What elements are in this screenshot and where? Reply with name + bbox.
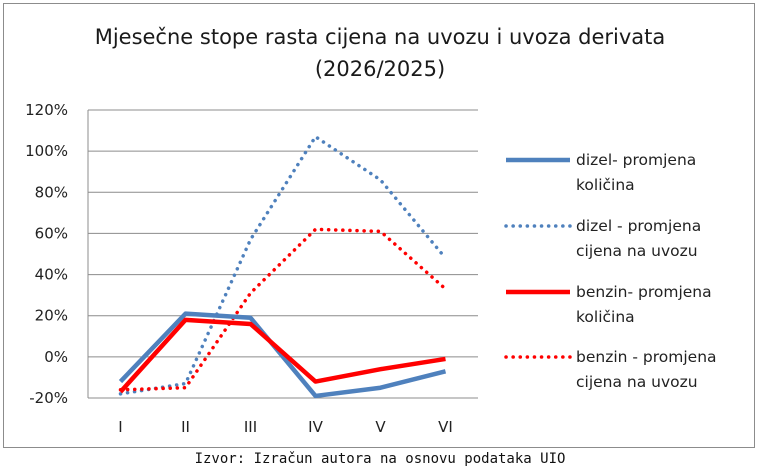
- y-axis-tick-labels: 120% 100% 80% 60% 40% 20% 0% -20%: [25, 101, 68, 407]
- y-tick-label: 20%: [35, 307, 68, 325]
- y-tick-label: 120%: [25, 101, 68, 119]
- x-tick-label: VI: [438, 418, 453, 436]
- legend-label-2-line-1: dizel - promjena: [576, 217, 701, 235]
- y-tick-label: 40%: [35, 266, 68, 284]
- x-tick-label: V: [375, 418, 386, 436]
- series-line-1: [118, 311, 447, 399]
- gridlines: [87, 109, 478, 399]
- y-tick-label: 100%: [25, 142, 68, 160]
- x-tick-label: III: [244, 418, 257, 436]
- legend-label-1-line-2: količina: [576, 176, 635, 194]
- chart-title-line-2: (2026/2025): [315, 57, 445, 81]
- legend: dizel- promjena količina dizel - promjena c…: [504, 151, 717, 391]
- x-tick-label: I: [118, 418, 122, 436]
- series-line-3: [118, 317, 446, 394]
- legend-label-2-line-2: cijena na uvozu: [576, 242, 698, 260]
- x-tick-label: IV: [308, 418, 323, 436]
- legend-label-4-line-2: cijena na uvozu: [576, 373, 698, 391]
- y-tick-label: 60%: [35, 224, 68, 242]
- series-lines: [118, 134, 448, 399]
- legend-label-4-line-1: benzin - promjena: [576, 348, 717, 366]
- x-tick-label: II: [181, 418, 190, 436]
- chart-title-line-1: Mjesečne stope rasta cijena na uvozu i u…: [95, 25, 666, 49]
- source-note: Izvor: Izračun autora na osnovu podataka…: [194, 451, 566, 467]
- legend-label-1-line-1: dizel- promjena: [576, 151, 696, 169]
- y-tick-label: 0%: [44, 348, 68, 366]
- y-tick-label: -20%: [29, 389, 68, 407]
- series-line-2: [118, 134, 448, 396]
- legend-label-3-line-1: benzin- promjena: [576, 283, 712, 301]
- line-chart: Mjesečne stope rasta cijena na uvozu i u…: [25, 25, 717, 436]
- x-axis-tick-labels: I II III IV V VI: [118, 418, 453, 436]
- legend-label-3-line-2: količina: [576, 308, 635, 326]
- y-tick-label: 80%: [35, 183, 68, 201]
